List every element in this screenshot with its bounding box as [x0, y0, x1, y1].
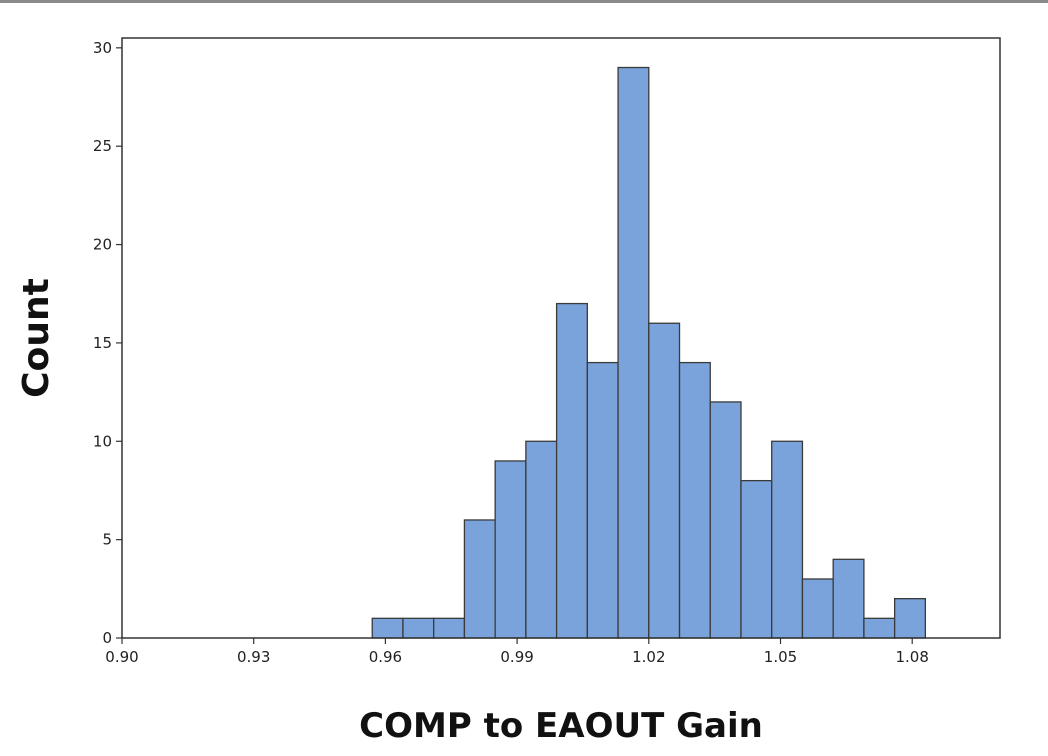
histogram-bar: [771, 440, 804, 639]
histogram-bars: [371, 66, 927, 639]
histogram-bar: [402, 617, 435, 639]
plot-frame: [121, 37, 1001, 639]
histogram-bar: [648, 322, 681, 639]
histogram-bar: [555, 302, 588, 639]
top-rule: [0, 0, 1048, 3]
y-tick-label: 30: [93, 39, 112, 57]
x-tick-label: 1.05: [764, 648, 797, 666]
histogram-bar: [893, 598, 927, 639]
y-tick-label: 15: [93, 334, 112, 352]
y-tick-label: 5: [102, 531, 112, 549]
histogram-bar: [617, 66, 650, 639]
histogram-bar: [863, 617, 896, 639]
y-tick-label: 10: [93, 432, 112, 450]
y-axis: 0 5 10 15 20 25 30: [93, 39, 122, 647]
histogram-bar: [740, 479, 773, 639]
histogram-bar: [433, 617, 466, 639]
x-tick-label: 1.02: [632, 648, 665, 666]
x-tick-label: 1.08: [895, 648, 928, 666]
histogram-bar: [709, 401, 742, 639]
histogram-bar: [801, 578, 834, 639]
y-tick-label: 0: [102, 629, 112, 647]
x-tick-label: 0.93: [237, 648, 270, 666]
x-tick-label: 0.90: [105, 648, 138, 666]
y-tick-label: 20: [93, 236, 112, 254]
histogram-bar: [586, 361, 619, 639]
x-tick-label: 0.96: [369, 648, 402, 666]
histogram-bar: [525, 440, 558, 639]
x-tick-label: 0.99: [500, 648, 533, 666]
histogram-bar: [494, 460, 527, 639]
histogram-bar: [832, 558, 865, 639]
histogram-bar: [678, 361, 711, 639]
x-axis-title: COMP to EAOUT Gain: [359, 706, 763, 746]
y-axis-title: Count: [16, 278, 57, 398]
y-tick-label: 25: [93, 137, 112, 155]
x-axis: 0.90 0.93 0.96 0.99 1.02 1.05 1.08: [105, 638, 929, 666]
histogram-bar: [371, 617, 404, 639]
histogram-bar: [463, 519, 496, 639]
